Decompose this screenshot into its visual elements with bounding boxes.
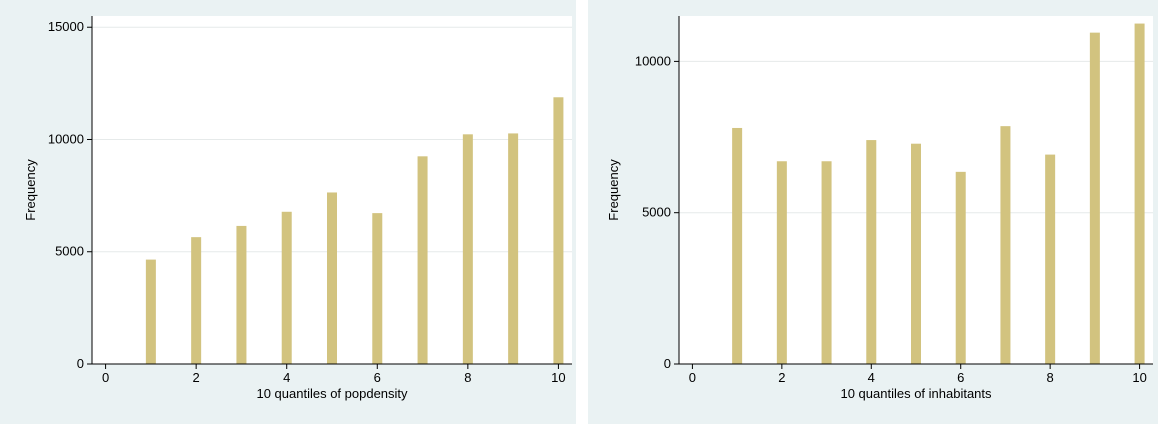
x-tick-label: 2 (193, 370, 200, 385)
y-tick-label: 15000 (48, 19, 84, 34)
y-tick-label: 0 (77, 356, 84, 371)
bar-inhabitants-q10 (1134, 23, 1145, 365)
bar-inhabitants-q5 (911, 143, 921, 364)
bar-inhabitants-q6 (955, 171, 966, 364)
bar-popdensity-q2 (191, 237, 202, 364)
bar-inhabitants-q7 (1000, 126, 1011, 364)
y-axis-title: Frequency (23, 159, 38, 221)
bar-inhabitants-q4 (866, 140, 877, 364)
x-tick-label: 6 (957, 370, 964, 385)
bar-popdensity-q1 (145, 259, 156, 364)
bar-inhabitants-q3 (821, 161, 832, 364)
y-tick-label: 0 (664, 356, 671, 371)
x-tick-label: 8 (464, 370, 471, 385)
popdensity-frequency-chart: 0 5000 10000 15000 0 2 4 6 8 10 10 quantiles of po… (23, 16, 572, 401)
right-chart-panel: 0 5000 10000 0 2 4 6 8 10 10 quantiles of inhabit… (588, 0, 1158, 424)
bar-popdensity-q8 (462, 134, 473, 364)
bar-inhabitants-q9 (1089, 32, 1100, 364)
inhabitants-frequency-chart: 0 5000 10000 0 2 4 6 8 10 10 quantiles of inhabit… (606, 16, 1153, 401)
x-tick-label: 6 (374, 370, 381, 385)
bar-popdensity-q6 (372, 213, 383, 364)
bar-popdensity-q3 (236, 225, 247, 364)
x-tick-label: 0 (102, 370, 109, 385)
x-axis-title: 10 quantiles of popdensity (256, 386, 408, 401)
x-axis-title: 10 quantiles of inhabitants (840, 386, 992, 401)
bar-popdensity-q4 (281, 211, 292, 364)
x-tick-label: 8 (1047, 370, 1054, 385)
x-tick-label: 10 (551, 370, 565, 385)
bar-inhabitants-q2 (776, 161, 787, 364)
bar-inhabitants-q1 (732, 127, 743, 365)
x-tick-label: 2 (778, 370, 785, 385)
y-tick-label: 5000 (55, 244, 84, 259)
x-tick-label: 4 (868, 370, 875, 385)
bar-popdensity-q5 (327, 192, 337, 364)
y-tick-label: 10000 (635, 53, 671, 68)
y-axis-title: Frequency (606, 159, 621, 221)
bar-popdensity-q10 (553, 97, 564, 364)
x-tick-label: 0 (689, 370, 696, 385)
bar-inhabitants-q8 (1045, 154, 1056, 364)
x-tick-label: 4 (283, 370, 290, 385)
bar-popdensity-q7 (417, 156, 428, 364)
y-tick-label: 10000 (48, 131, 84, 146)
y-tick-label: 5000 (642, 205, 671, 220)
left-chart-panel: 0 5000 10000 15000 0 2 4 6 8 10 10 quantiles of po… (0, 0, 576, 424)
x-tick-label: 10 (1132, 370, 1146, 385)
bar-popdensity-q9 (508, 133, 519, 364)
